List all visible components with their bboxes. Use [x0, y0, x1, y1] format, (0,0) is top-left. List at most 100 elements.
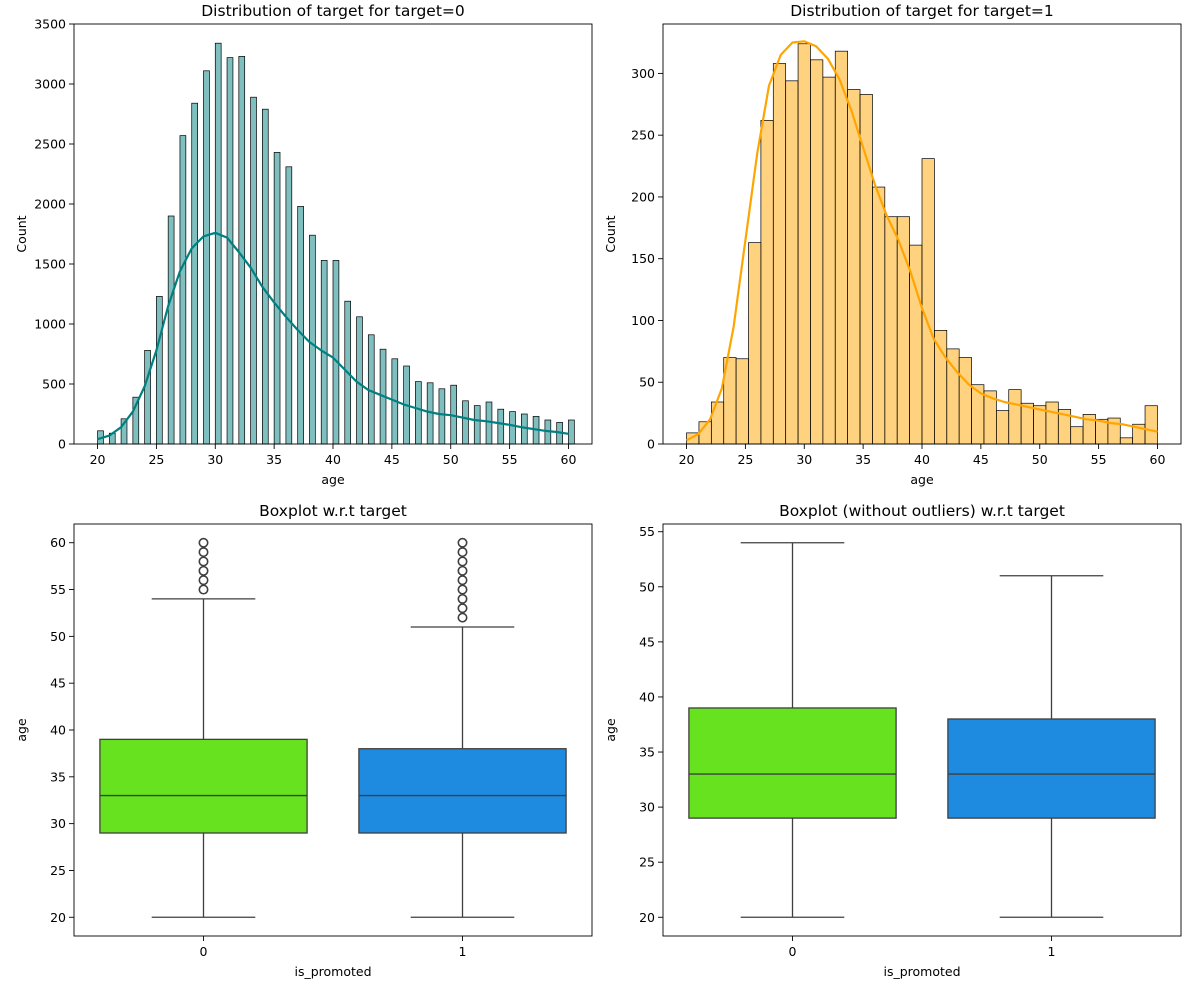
y-axis-label: age: [603, 718, 618, 742]
chart-panel-4: Boxplot (without outliers) w.r.t target i…: [603, 502, 1182, 979]
box-1: [947, 575, 1156, 918]
outlier-point: [457, 547, 468, 558]
histogram-bars: [97, 42, 575, 445]
box-body: [99, 738, 308, 834]
outlier-point: [198, 565, 209, 576]
histogram-bar: [191, 102, 198, 445]
y-tick-label: 45: [50, 676, 66, 691]
chart-title: Distribution of target for target=0: [201, 2, 465, 20]
y-axis-label: age: [14, 718, 29, 742]
outlier-point: [198, 575, 209, 586]
x-axis-label: age: [321, 472, 345, 487]
kde-line: [97, 231, 569, 441]
histogram-bar: [958, 357, 972, 445]
y-tick-label: 55: [50, 582, 66, 597]
histogram-bar: [760, 120, 774, 445]
outlier-point: [457, 593, 468, 604]
box-0: [688, 542, 897, 918]
axes-frame: [73, 523, 593, 937]
histogram-bar: [797, 43, 811, 445]
histogram-bar: [332, 260, 340, 445]
y-tick-label: 100: [631, 313, 655, 328]
box-body: [358, 748, 567, 834]
axes-frame: [662, 523, 1182, 937]
histogram-bar: [785, 80, 799, 445]
x-tick-label: 35: [855, 452, 871, 467]
histogram-bar: [438, 388, 446, 445]
y-tick-label: 30: [639, 800, 655, 815]
histogram-bar: [748, 242, 762, 445]
outlier-point: [457, 575, 468, 586]
outlier-point: [457, 584, 468, 595]
outlier-point: [457, 565, 468, 576]
y-tick-label: 200: [631, 189, 655, 204]
y-tick-label: 50: [639, 375, 655, 390]
histogram-bar: [921, 158, 935, 445]
x-tick-label: 60: [561, 452, 577, 467]
x-tick-label: 25: [737, 452, 753, 467]
histogram-bar: [203, 70, 210, 445]
histogram-bar: [822, 76, 836, 445]
histogram-bar: [214, 42, 222, 445]
y-tick-label: 35: [639, 745, 655, 760]
x-axis-label: age: [910, 472, 934, 487]
x-tick-label: 50: [1032, 452, 1048, 467]
histogram-bar: [309, 234, 316, 445]
x-tick-label: 25: [148, 452, 164, 467]
x-tick-label: 40: [914, 452, 930, 467]
histogram-bar: [735, 358, 749, 445]
histogram-bar: [167, 215, 175, 445]
x-axis-label: is_promoted: [294, 964, 371, 979]
histogram-bar: [144, 350, 151, 445]
y-axis-label: Count: [14, 215, 29, 252]
y-tick-label: 500: [42, 377, 66, 392]
x-tick-label: 0: [789, 944, 797, 959]
x-tick-label: 30: [207, 452, 223, 467]
y-tick-label: 20: [50, 910, 66, 925]
y-tick-label: 250: [631, 128, 655, 143]
kde-line: [686, 40, 1158, 442]
histogram-bar: [273, 152, 281, 445]
y-tick-label: 2000: [34, 197, 66, 212]
y-tick-label: 50: [639, 579, 655, 594]
chart-title: Distribution of target for target=1: [790, 2, 1054, 20]
histogram-bar: [238, 56, 246, 445]
histogram-bar: [1144, 405, 1158, 445]
x-tick-label: 20: [90, 452, 106, 467]
outlier-point: [198, 547, 209, 558]
histogram-bar: [772, 63, 787, 445]
histogram-bar: [415, 381, 422, 445]
histogram-bar: [156, 296, 163, 445]
histogram-bar: [810, 59, 824, 445]
histogram-bar: [872, 186, 886, 445]
y-tick-label: 40: [639, 689, 655, 704]
x-tick-label: 50: [443, 452, 459, 467]
histogram-bar: [1045, 401, 1059, 445]
y-tick-label: 0: [647, 437, 655, 452]
axes-frame: [73, 23, 593, 445]
histogram-bar: [1033, 405, 1047, 445]
y-tick-label: 2500: [34, 137, 66, 152]
box-body: [688, 707, 897, 819]
y-tick-label: 3500: [34, 17, 66, 32]
x-tick-label: 0: [200, 944, 208, 959]
histogram-bar: [509, 411, 516, 445]
histogram-bar: [1020, 402, 1034, 445]
histogram-bar: [226, 57, 234, 445]
histogram-bar: [568, 419, 575, 445]
y-tick-label: 3000: [34, 77, 66, 92]
y-tick-label: 20: [639, 910, 655, 925]
histogram-bar: [462, 400, 469, 445]
x-tick-label: 20: [679, 452, 695, 467]
y-tick-label: 25: [50, 863, 66, 878]
y-tick-label: 1500: [34, 257, 66, 272]
histogram-bar: [934, 330, 948, 445]
chart-title: Boxplot (without outliers) w.r.t target: [779, 502, 1065, 520]
y-tick-label: 40: [50, 723, 66, 738]
box-body: [947, 718, 1156, 819]
y-tick-label: 60: [50, 535, 66, 550]
histogram-bar: [834, 50, 848, 445]
histogram-bar: [497, 408, 505, 445]
x-tick-label: 1: [1048, 944, 1056, 959]
